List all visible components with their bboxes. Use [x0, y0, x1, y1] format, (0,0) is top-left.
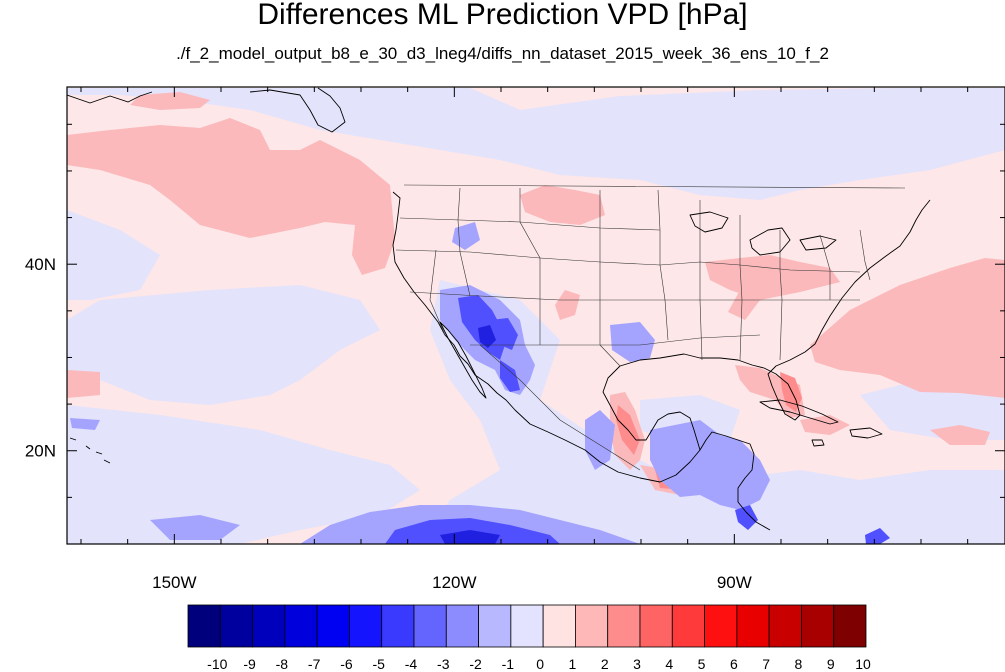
- axis-tick-labels: 150W 120W 90W 40N 20N: [25, 255, 752, 592]
- colorbar-box: [704, 604, 738, 648]
- colorbar-box: [381, 604, 415, 648]
- colorbar-label: 9: [827, 656, 835, 672]
- colorbar-box: [413, 604, 447, 648]
- colorbar-label: -6: [340, 656, 353, 672]
- map-frame: [66, 86, 1005, 545]
- hawaii-islands: [69, 437, 111, 464]
- x-tick-label: 150W: [152, 573, 196, 592]
- colorbar-label: 3: [633, 656, 641, 672]
- colorbar-box: [607, 604, 641, 648]
- gulf-coast: [602, 199, 931, 451]
- colorbar-label: -3: [437, 656, 450, 672]
- colorbar-label: 8: [795, 656, 803, 672]
- colorbar-label: 7: [762, 656, 770, 672]
- colorbar-box: [575, 604, 609, 648]
- colorbar-label: 1: [569, 656, 577, 672]
- chart-subtitle: ./f_2_model_output_b8_e_30_d3_lneg4/diff…: [176, 44, 829, 63]
- colorbar-label: -5: [372, 656, 385, 672]
- colorbar-label: -9: [243, 656, 256, 672]
- y-tick-label: 40N: [25, 255, 56, 274]
- colorbar: [187, 604, 867, 648]
- colorbar-box: [445, 604, 479, 648]
- colorbar-label: 6: [730, 656, 738, 672]
- colorbar-box: [219, 604, 253, 648]
- x-tick-label: 90W: [717, 573, 752, 592]
- state-borders: [395, 184, 906, 471]
- hispaniola-island: [849, 427, 883, 439]
- cuba-island: [759, 399, 839, 425]
- colorbar-label: 4: [665, 656, 673, 672]
- colorbar-label: 5: [698, 656, 706, 672]
- colorbar-box: [801, 604, 835, 648]
- anomaly-minus1-regions: [67, 88, 1005, 544]
- colorbar-box: [252, 604, 286, 648]
- colorbar-box: [542, 604, 576, 648]
- chart-title: Differences ML Prediction VPD [hPa]: [257, 0, 748, 31]
- colorbar-labels: -10 -9 -8 -7 -6 -5 -4 -3 -2 -1 0 1 2 3 4 5 6 7 8 9 10: [207, 656, 871, 672]
- colorbar-box: [478, 604, 512, 648]
- colorbar-label: 2: [601, 656, 609, 672]
- colorbar-box: [284, 604, 318, 648]
- colorbar-box: [510, 604, 544, 648]
- alaska-coast: [67, 87, 346, 133]
- colorbar-box: [316, 604, 350, 648]
- colorbar-box: [768, 604, 802, 648]
- anomaly-minus6-regions: [440, 325, 500, 544]
- great-lakes: [689, 211, 837, 256]
- baja-peninsula: [439, 321, 487, 399]
- colorbar-label: -7: [308, 656, 321, 672]
- colorbar-label: -4: [405, 656, 418, 672]
- axis-ticks: [67, 87, 1005, 544]
- colorbar-label: -10: [207, 656, 227, 672]
- y-tick-label: 20N: [25, 442, 56, 461]
- colorbar-label: -2: [469, 656, 482, 672]
- colorbar-label: 0: [536, 656, 544, 672]
- colorbar-box: [833, 604, 867, 648]
- colorbar-label: -1: [502, 656, 515, 672]
- colorbar-box: [187, 604, 221, 648]
- colorbar-box: [671, 604, 705, 648]
- colorbar-box: [639, 604, 673, 648]
- colorbar-box: [736, 604, 770, 648]
- x-tick-label: 120W: [432, 573, 476, 592]
- colorbar-label: -8: [276, 656, 289, 672]
- jamaica-island: [811, 439, 825, 447]
- colorbar-box: [349, 604, 383, 648]
- colorbar-label: 10: [855, 656, 871, 672]
